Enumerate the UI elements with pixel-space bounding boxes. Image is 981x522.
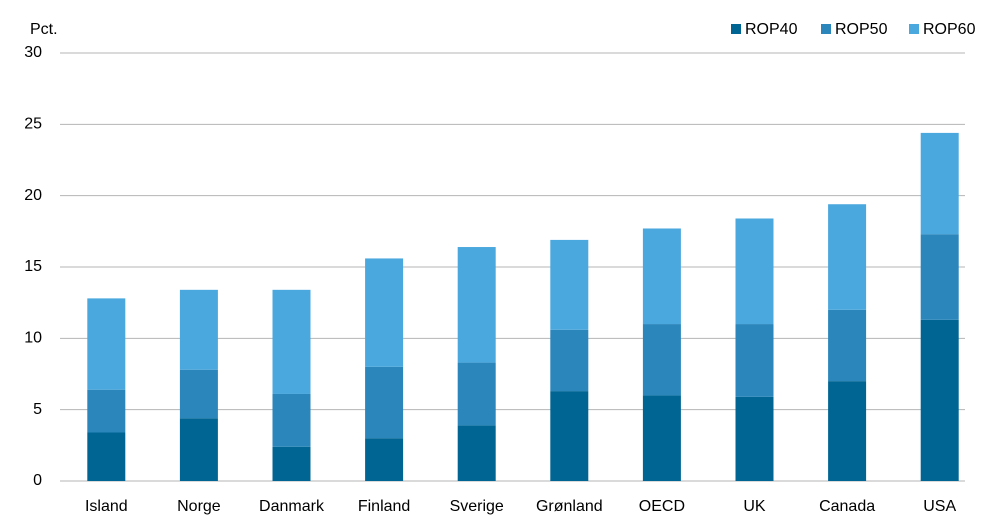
x-tick-label: Norge bbox=[177, 498, 221, 515]
bar-segment bbox=[920, 234, 959, 320]
bar-segment bbox=[920, 132, 959, 235]
bar-segment bbox=[179, 418, 218, 481]
y-tick-label: 25 bbox=[24, 116, 42, 133]
bar-segment bbox=[87, 298, 126, 390]
x-tick-label: Sverige bbox=[450, 498, 504, 515]
bar-segment bbox=[272, 393, 311, 447]
bar-segment bbox=[828, 204, 867, 310]
bar-segment bbox=[735, 218, 774, 325]
x-tick-label: OECD bbox=[639, 498, 685, 515]
bar-segment bbox=[735, 396, 774, 481]
bar-segment bbox=[642, 395, 681, 481]
bar-segment bbox=[457, 247, 496, 363]
bar-segment bbox=[642, 228, 681, 325]
y-tick-label: 10 bbox=[24, 330, 42, 347]
x-tick-label: USA bbox=[923, 498, 956, 515]
y-axis-label: Pct. bbox=[30, 21, 58, 38]
legend-swatch bbox=[821, 24, 831, 34]
bar-segment bbox=[365, 258, 404, 367]
y-tick-label: 0 bbox=[33, 472, 42, 489]
x-tick-label: UK bbox=[743, 498, 766, 515]
bar-segment bbox=[550, 329, 589, 392]
bar-segment bbox=[642, 324, 681, 396]
bar-segment bbox=[457, 425, 496, 481]
bar-segment bbox=[828, 309, 867, 382]
y-tick-label: 30 bbox=[24, 44, 42, 61]
x-tick-label: Island bbox=[85, 498, 128, 515]
bar-segment bbox=[550, 391, 589, 481]
bar-segment bbox=[828, 381, 867, 481]
y-tick-label: 5 bbox=[33, 401, 42, 418]
bar-segment bbox=[457, 362, 496, 426]
bar-segment bbox=[365, 366, 404, 439]
bar-segment bbox=[179, 289, 218, 370]
bar-segment bbox=[87, 432, 126, 481]
x-tick-label: Grønland bbox=[536, 498, 603, 515]
legend-swatch bbox=[731, 24, 741, 34]
bar-segment bbox=[920, 319, 959, 481]
legend-swatch bbox=[909, 24, 919, 34]
bar-segment bbox=[550, 239, 589, 330]
y-tick-label: 15 bbox=[24, 258, 42, 275]
bar-segment bbox=[272, 446, 311, 481]
legend-label: ROP40 bbox=[745, 21, 798, 38]
bar-segment bbox=[365, 438, 404, 481]
y-tick-label: 20 bbox=[24, 187, 42, 204]
x-tick-label: Canada bbox=[819, 498, 875, 515]
legend-label: ROP50 bbox=[835, 21, 888, 38]
bar-segment bbox=[179, 369, 218, 419]
x-tick-label: Danmark bbox=[259, 498, 325, 515]
bar-segment bbox=[87, 389, 126, 433]
legend-label: ROP60 bbox=[923, 21, 976, 38]
bar-segment bbox=[735, 324, 774, 397]
x-tick-label: Finland bbox=[358, 498, 410, 515]
bar-segment bbox=[272, 289, 311, 394]
